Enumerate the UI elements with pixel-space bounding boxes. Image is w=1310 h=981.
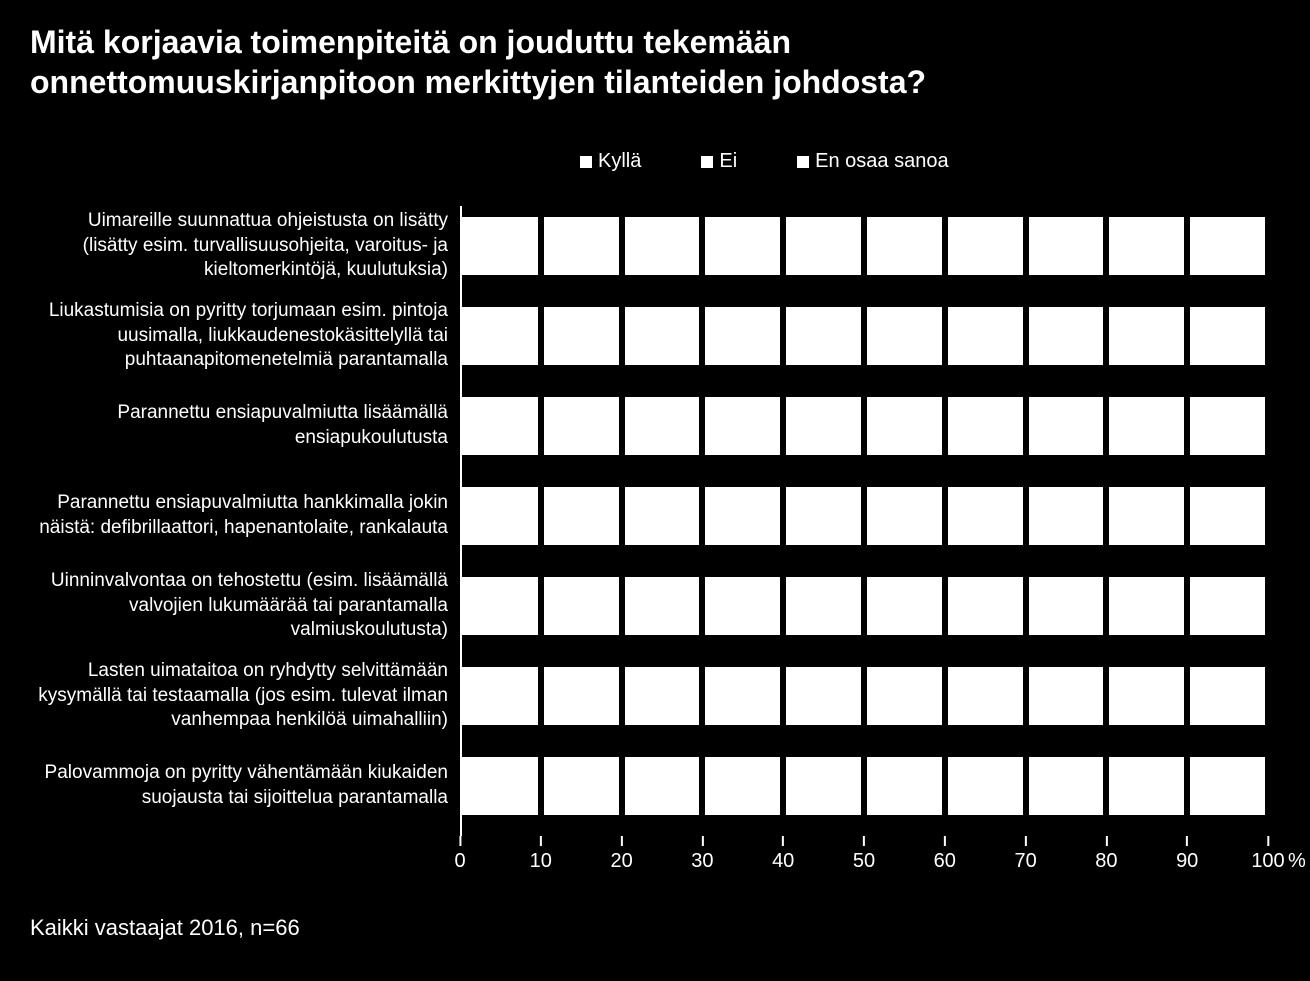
tick-mark — [1025, 836, 1027, 846]
tick-label: 40 — [772, 850, 794, 873]
tick-label: 30 — [691, 850, 713, 873]
x-tick: 20 — [610, 836, 632, 873]
legend-marker-icon — [797, 156, 809, 168]
bar-track — [460, 291, 1268, 381]
row-label: Lasten uimataitoa on ryhdytty selvittämä… — [30, 659, 460, 733]
tick-label: 10 — [530, 850, 552, 873]
bar-track — [460, 471, 1268, 561]
legend-label: Ei — [719, 150, 737, 173]
tick-mark — [944, 836, 946, 846]
title-line-2: onnettomuuskirjanpitoon merkittyjen tila… — [30, 64, 926, 100]
tick-label: 90 — [1176, 850, 1198, 873]
legend-item-ei: Ei — [701, 150, 737, 173]
legend-item-kylla: Kyllä — [580, 150, 641, 173]
tick-mark — [1267, 836, 1269, 846]
tick-label: 100 — [1251, 850, 1284, 873]
tick-label: 60 — [934, 850, 956, 873]
y-axis-line — [460, 206, 462, 836]
legend-marker-icon — [580, 156, 592, 168]
tick-label: 20 — [610, 850, 632, 873]
row-label: Parannettu ensiapuvalmiutta lisäämällä e… — [30, 401, 460, 450]
tick-mark — [863, 836, 865, 846]
tick-mark — [540, 836, 542, 846]
row-label: Uinninvalvontaa on tehostettu (esim. lis… — [30, 569, 460, 643]
row-label: Uimareille suunnattua ohjeistusta on lis… — [30, 209, 460, 283]
tick-mark — [701, 836, 703, 846]
legend-label: Kyllä — [598, 150, 641, 173]
x-tick: 0 — [454, 836, 465, 873]
bar-track — [460, 741, 1268, 831]
bar-row: Parannettu ensiapuvalmiutta lisäämällä e… — [30, 381, 1280, 471]
bar-segment — [460, 307, 1268, 365]
tick-label: 80 — [1095, 850, 1117, 873]
legend-item-en-osaa-sanoa: En osaa sanoa — [797, 150, 948, 173]
chart-title: Mitä korjaavia toimenpiteitä on jouduttu… — [0, 0, 1310, 102]
tick-label: 0 — [454, 850, 465, 873]
bar-row: Parannettu ensiapuvalmiutta hankkimalla … — [30, 471, 1280, 561]
bar-row: Lasten uimataitoa on ryhdytty selvittämä… — [30, 651, 1280, 741]
bar-row: Uinninvalvontaa on tehostettu (esim. lis… — [30, 561, 1280, 651]
x-tick: 10 — [530, 836, 552, 873]
x-axis-unit: % — [1288, 850, 1306, 873]
bar-track — [460, 201, 1268, 291]
x-tick: 60 — [934, 836, 956, 873]
x-tick: 50 — [853, 836, 875, 873]
bar-row: Palovammoja on pyritty vähentämään kiuka… — [30, 741, 1280, 831]
x-tick: 80 — [1095, 836, 1117, 873]
tick-mark — [1186, 836, 1188, 846]
legend: Kyllä Ei En osaa sanoa — [30, 150, 1280, 173]
bar-track — [460, 651, 1268, 741]
bar-segment — [460, 397, 1268, 455]
x-tick: 100 — [1251, 836, 1284, 873]
bar-track — [460, 381, 1268, 471]
bar-segment — [460, 487, 1268, 545]
x-axis-ticks: 0102030405060708090100 — [460, 836, 1268, 876]
bar-row: Liukastumisia on pyritty torjumaan esim.… — [30, 291, 1280, 381]
bar-segment — [460, 217, 1268, 275]
bar-segment — [460, 667, 1268, 725]
tick-mark — [621, 836, 623, 846]
tick-mark — [1105, 836, 1107, 846]
bar-row: Uimareille suunnattua ohjeistusta on lis… — [30, 201, 1280, 291]
tick-mark — [782, 836, 784, 846]
tick-label: 70 — [1014, 850, 1036, 873]
x-tick: 30 — [691, 836, 713, 873]
x-tick: 40 — [772, 836, 794, 873]
bar-segment — [460, 577, 1268, 635]
row-label: Parannettu ensiapuvalmiutta hankkimalla … — [30, 491, 460, 540]
legend-marker-icon — [701, 156, 713, 168]
x-tick: 90 — [1176, 836, 1198, 873]
bar-rows: Uimareille suunnattua ohjeistusta on lis… — [30, 201, 1280, 831]
bar-track — [460, 561, 1268, 651]
bar-segment — [460, 757, 1268, 815]
row-label: Liukastumisia on pyritty torjumaan esim.… — [30, 299, 460, 373]
legend-label: En osaa sanoa — [815, 150, 948, 173]
x-tick: 70 — [1014, 836, 1036, 873]
row-label: Palovammoja on pyritty vähentämään kiuka… — [30, 761, 460, 810]
chart-area: Kyllä Ei En osaa sanoa Uimareille suunna… — [30, 150, 1280, 831]
footer-note: Kaikki vastaajat 2016, n=66 — [30, 915, 300, 941]
title-line-1: Mitä korjaavia toimenpiteitä on jouduttu… — [30, 24, 791, 60]
tick-mark — [459, 836, 461, 846]
tick-label: 50 — [853, 850, 875, 873]
